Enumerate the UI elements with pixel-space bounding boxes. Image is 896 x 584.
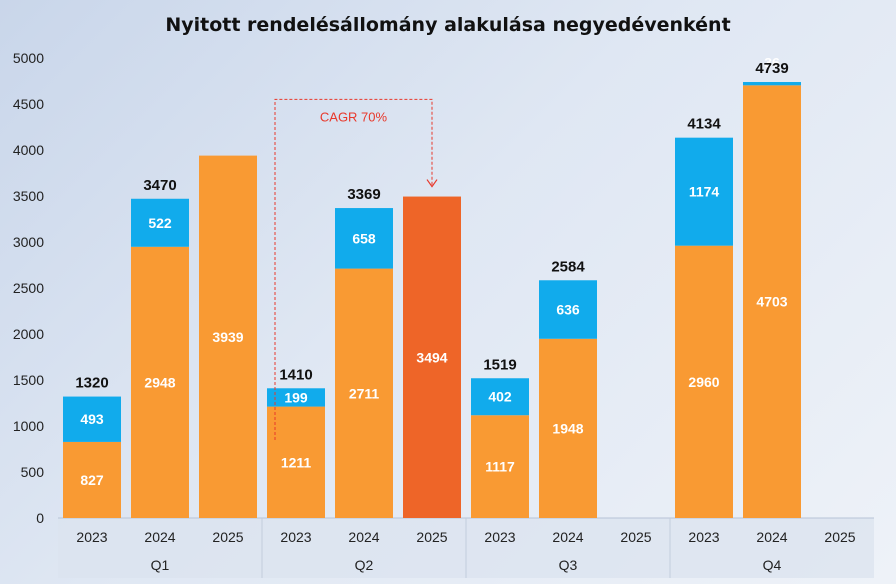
bar-total-label: 2584 (551, 258, 585, 275)
cagr-arrow-head (426, 179, 438, 188)
bar-increase-label: 1174 (689, 184, 720, 200)
group-label: Q1 (151, 557, 170, 573)
bar-segment-increase (743, 82, 801, 86)
chart-title: Nyitott rendelésállomány alakulása negye… (165, 14, 730, 36)
x-tick-label: 2023 (280, 529, 311, 545)
y-tick-label: 2000 (13, 326, 44, 342)
bar-segment-base (63, 441, 121, 518)
group-label: Q4 (763, 557, 782, 573)
bar-value-label: 1948 (552, 420, 583, 436)
group-label: Q3 (559, 557, 578, 573)
bar-increase-label: 636 (556, 302, 580, 318)
bar-value-label: 1117 (485, 459, 515, 475)
x-tick-label: 2025 (212, 529, 243, 545)
bar-total-label: 4739 (755, 60, 788, 77)
bar-increase-label: 522 (148, 215, 172, 231)
bar-segment-base (267, 406, 325, 518)
bar-value-label: 2948 (144, 374, 175, 390)
bar-total-label: 1519 (483, 356, 516, 373)
y-tick-label: 500 (21, 464, 45, 480)
bar-total-label: 4134 (687, 116, 721, 133)
bar-segment-increase (267, 388, 325, 407)
bar-segment-base (131, 246, 189, 518)
y-tick-label: 2500 (13, 280, 44, 296)
bar-segment-base (675, 245, 733, 518)
x-tick-label: 2025 (620, 529, 651, 545)
bar-segment-increase (539, 280, 597, 339)
bar-total-label: 3369 (347, 186, 380, 203)
bar-segment-increase (131, 198, 189, 247)
bar-increase-label: 493 (80, 411, 104, 427)
bar-increase-label: 199 (284, 389, 308, 405)
bar-total-label: 1320 (75, 375, 108, 392)
x-tick-label: 2023 (688, 529, 719, 545)
bar-segment-increase (63, 396, 121, 442)
y-tick-label: 4000 (13, 142, 44, 158)
cagr-label: CAGR 70% (320, 109, 388, 124)
bar-segment-base (199, 155, 257, 518)
x-tick-label: 2024 (756, 529, 787, 545)
y-tick-label: 0 (36, 510, 44, 526)
cagr-annotation: CAGR 70% (274, 98, 438, 441)
bar-value-label: 1211 (281, 454, 312, 470)
bar-segment-base (743, 85, 801, 518)
x-tick-label: 2024 (552, 529, 583, 545)
x-tick-label: 2025 (416, 529, 447, 545)
bar-segment-base (335, 268, 393, 518)
bar-increase-label: 402 (488, 389, 512, 405)
x-tick-label: 2023 (484, 529, 515, 545)
y-tick-label: 4500 (13, 96, 44, 112)
data-labels: 827 493 1320 2948 522 3470 3939 1211 199 1410 2711… (75, 54, 788, 488)
y-tick-label: 5000 (13, 50, 44, 66)
bars (63, 82, 801, 518)
bar-value-label: 3939 (212, 329, 243, 345)
bar-increase-label: 658 (352, 230, 376, 246)
x-tick-label: 2025 (824, 529, 855, 545)
bar-segment-base (471, 415, 529, 518)
y-tick-label: 3500 (13, 188, 44, 204)
bar-total-label: 1410 (279, 366, 312, 383)
bar-value-label: 2960 (688, 374, 719, 390)
y-tick-label: 3000 (13, 234, 44, 250)
x-tick-label: 2023 (76, 529, 107, 545)
bar-value-label: 3494 (416, 349, 447, 365)
bar-segment-base (403, 196, 461, 518)
y-axis: 0 500 1000 1500 2000 2500 3000 3500 4000 4500 5000 (13, 50, 44, 526)
y-tick-label: 1000 (13, 418, 44, 434)
bar-segment-increase (335, 208, 393, 269)
bar-segment-base (539, 338, 597, 518)
bar-segment-increase (471, 378, 529, 416)
y-tick-label: 1500 (13, 372, 44, 388)
x-tick-label: 2024 (348, 529, 379, 545)
x-tick-label: 2024 (144, 529, 175, 545)
bar-total-label: 3470 (143, 177, 176, 194)
cagr-arrow-line (274, 98, 433, 441)
x-axis: 2023 2024 2025 2023 2024 2025 2023 2024 2025 2023… (76, 518, 856, 578)
bar-segment-increase (675, 137, 733, 246)
group-label: Q2 (355, 557, 374, 573)
bar-value-label: 2711 (349, 385, 380, 401)
bar-value-label: 827 (80, 472, 104, 488)
bar-increase-label: 36 (764, 54, 780, 70)
bar-value-label: 4703 (756, 294, 787, 310)
